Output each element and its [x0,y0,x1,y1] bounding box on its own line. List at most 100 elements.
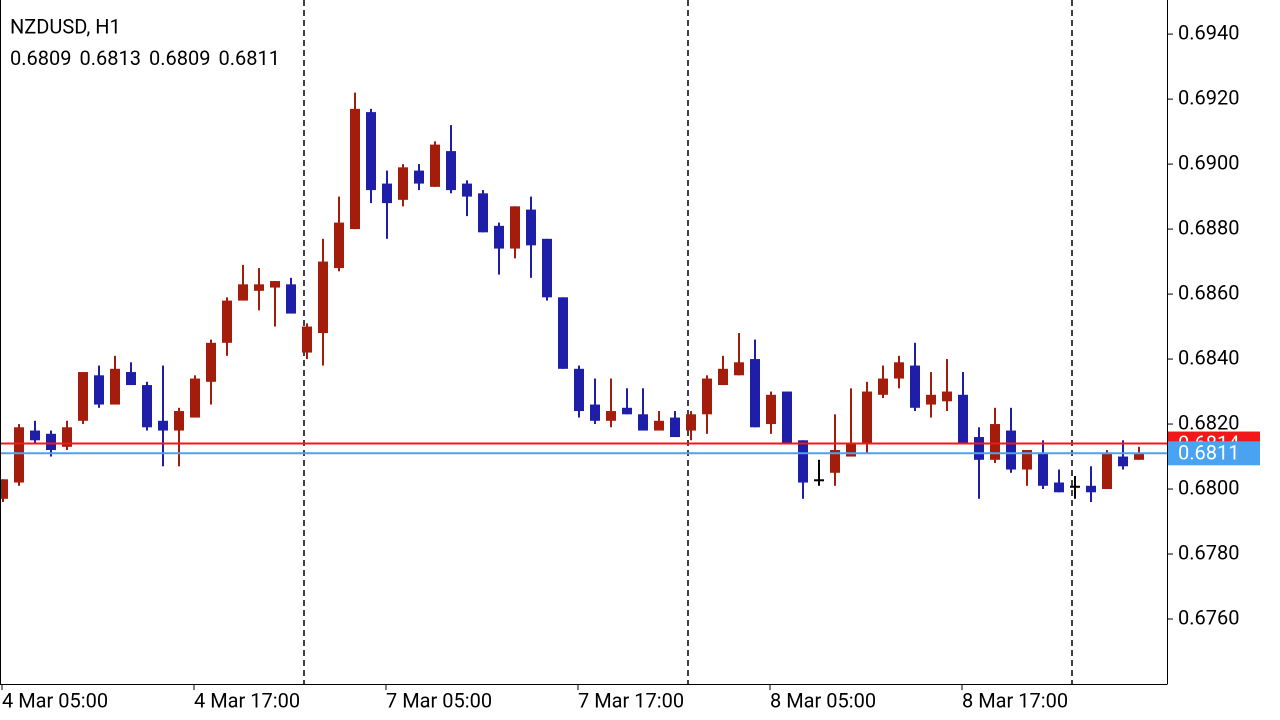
candle-body [1086,485,1096,493]
candle-body [334,222,344,269]
candle-body [94,375,104,405]
candle-body [718,368,728,386]
candle-body [430,144,440,187]
candle-body [0,479,8,499]
y-tick-label: 0.6860 [1178,280,1239,304]
candle-body [1038,453,1048,486]
candle-body [606,411,616,421]
candle-body [878,378,888,395]
ohlc-high: 0.6813 [79,46,140,70]
candle-body [1118,456,1128,467]
y-tick-label: 0.6940 [1178,20,1239,44]
y-tick-label: 0.6800 [1178,475,1239,499]
candle-body [174,411,184,431]
candle-body [190,378,200,418]
candle-body [414,170,424,184]
candle-body [398,167,408,200]
candle-body [542,238,552,298]
candle-body [222,300,232,343]
candle-body [830,450,840,473]
candle-body [702,378,712,415]
x-tick-label: 8 Mar 05:00 [770,688,876,712]
bid-label: 0.6811 [1178,441,1239,465]
y-tick-label: 0.6820 [1178,410,1239,434]
candle-body [1102,453,1112,490]
candle-body [1054,482,1064,493]
candle-body [110,368,120,405]
x-tick-label: 4 Mar 17:00 [194,688,300,712]
chart-title: NZDUSD, H1 [10,14,121,38]
candle-body [654,420,664,431]
candle-body [1006,430,1016,470]
candle-body [638,414,648,431]
ohlc-readout: 0.6809 0.6813 0.6809 0.6811 [10,46,280,70]
candle-body [942,391,952,402]
candle-body [686,414,696,431]
y-tick-label: 0.6760 [1178,605,1239,629]
candle-body [350,108,360,230]
candle-body [670,417,680,438]
candle-body [142,385,152,428]
candle-body [766,394,776,425]
candle-body [302,326,312,353]
candle-body [366,112,376,191]
x-tick-label: 7 Mar 05:00 [386,688,492,712]
candle-body [894,362,904,379]
candle-body [62,427,72,447]
overlay [0,442,1167,455]
candle-body [126,372,136,386]
candle-body [462,183,472,197]
y-tick-label: 0.6900 [1178,150,1239,174]
bid-label-box [1168,441,1260,466]
candle-body [14,427,24,483]
x-tick-label: 8 Mar 17:00 [962,688,1068,712]
candle-body [78,372,88,421]
candle-body [926,394,936,405]
candle-body [750,359,760,428]
candle-body [974,437,984,460]
candle-body [958,394,968,444]
ohlc-open: 0.6809 [10,46,71,70]
y-tick-label: 0.6840 [1178,345,1239,369]
candle-body [286,284,296,314]
candle-body [990,424,1000,460]
candle-body [558,297,568,369]
candle-body [382,183,392,204]
candle-body [510,206,520,249]
candle-body [206,342,216,382]
y-tick-label: 0.6920 [1178,85,1239,109]
candle-body [526,209,536,246]
candle-body [270,281,280,288]
candle-body [734,362,744,376]
candle-body [46,433,56,451]
candle-body [254,284,264,291]
y-tick-label: 0.6780 [1178,540,1239,564]
ohlc-low: 0.6809 [149,46,210,70]
candle-body [1134,453,1144,460]
candle-body [318,261,328,334]
candle-body [494,225,504,249]
candle-body [590,404,600,421]
plot-area [0,92,1144,503]
candle-body [158,420,168,431]
candle-body [798,440,808,483]
candle-body [1022,450,1032,470]
candle-body [446,151,456,191]
candle-body [910,365,920,408]
candle-body [574,368,584,412]
candle-body [30,430,40,441]
candle-body [1070,485,1080,488]
candle-body [238,284,248,301]
candle-body [846,443,856,457]
candle-body [862,391,872,444]
ohlc-close: 0.6811 [218,46,279,70]
x-tick-label: 4 Mar 05:00 [2,688,108,712]
x-tick-label: 7 Mar 17:00 [578,688,684,712]
candle-body [478,193,488,233]
candle-body [622,407,632,415]
y-tick-label: 0.6880 [1178,215,1239,239]
candle-body [814,479,824,482]
candle-body [782,391,792,444]
